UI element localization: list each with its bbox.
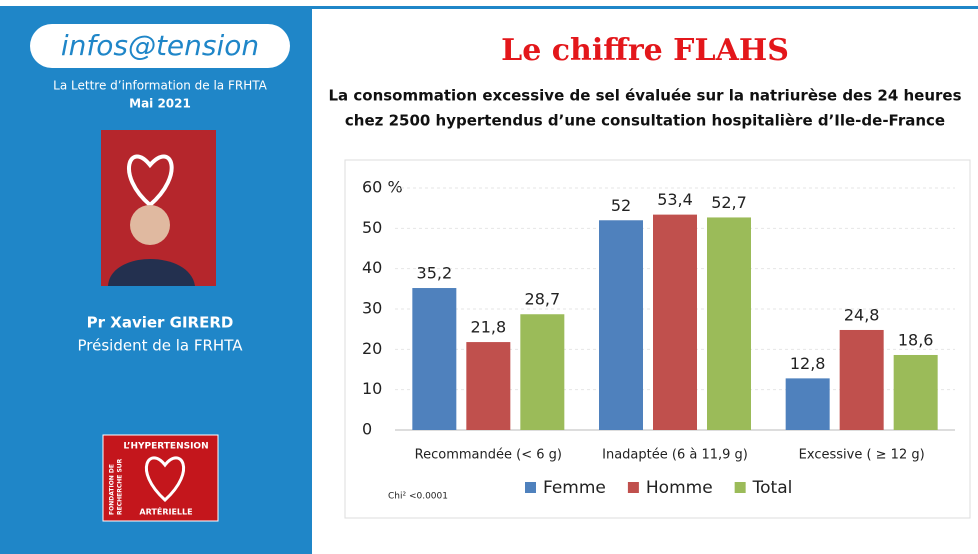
date: Mai 2021	[129, 97, 191, 111]
logo: L’HYPERTENSION ARTÉRIELLE FONDATION DE R…	[103, 435, 218, 521]
y-tick-label: 40	[362, 258, 382, 277]
portrait-head	[130, 205, 170, 245]
bar	[599, 220, 643, 430]
value-label: 12,8	[790, 354, 826, 373]
author: Pr Xavier GIRERD	[87, 314, 234, 332]
value-label: 35,2	[417, 264, 453, 283]
legend-label: Homme	[646, 478, 713, 498]
bar	[653, 215, 697, 430]
legend-swatch	[628, 482, 639, 493]
legend-swatch	[735, 482, 746, 493]
newsletter: La Lettre d’information de la FRHTA	[53, 79, 267, 93]
value-label: 21,8	[471, 318, 507, 337]
legend-label: Femme	[543, 478, 606, 498]
subtitle: La consommation excessive de sel évaluée…	[328, 87, 961, 105]
value-label: 24,8	[844, 305, 880, 324]
value-label: 52	[611, 196, 631, 215]
bar	[894, 355, 938, 430]
y-tick-label: 20	[362, 339, 382, 358]
logo-side: RECHERCHE SUR	[117, 458, 124, 515]
x-tick-label: Inadaptée (6 à 11,9 g)	[602, 448, 748, 463]
bar	[707, 217, 751, 430]
page: infos@tension La Lettre d’information de…	[0, 0, 978, 554]
y-tick-label: 10	[362, 379, 382, 398]
logo-bottom: ARTÉRIELLE	[139, 506, 192, 517]
bar	[840, 330, 884, 430]
bar	[786, 378, 830, 430]
title: Le chiffre FLAHS	[501, 33, 789, 68]
x-tick-label: Excessive ( ≥ 12 g)	[799, 448, 925, 463]
logo-side: FONDATION DE	[109, 464, 116, 515]
bar	[412, 288, 456, 430]
bar	[466, 342, 510, 430]
legend-swatch	[525, 482, 536, 493]
logo-top: L’HYPERTENSION	[123, 442, 208, 452]
x-tick-label: Recommandée (< 6 g)	[415, 448, 562, 463]
brand: infos@tension	[61, 29, 259, 62]
annotation: Chi² <0.0001	[388, 492, 448, 502]
value-label: 18,6	[898, 330, 934, 349]
y-tick-label: 0	[362, 420, 372, 439]
legend-label: Total	[752, 478, 793, 498]
value-label: 52,7	[711, 193, 747, 212]
value-label: 28,7	[525, 290, 561, 309]
subtitle: chez 2500 hypertendus d’une consultation…	[345, 112, 945, 130]
role: Président de la FRHTA	[78, 337, 244, 355]
value-label: 53,4	[657, 190, 693, 209]
y-tick-label: 30	[362, 299, 382, 318]
y-tick-label: 60 %	[362, 178, 403, 197]
portrait	[101, 130, 216, 286]
y-tick-label: 50	[362, 218, 382, 237]
bar	[520, 314, 564, 430]
